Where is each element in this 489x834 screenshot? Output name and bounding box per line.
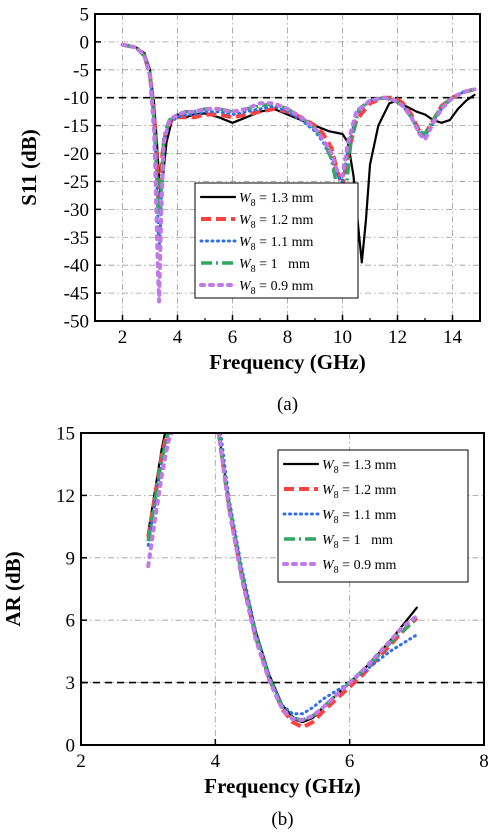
legend-label-1: W8 = 1.3 mm xyxy=(322,458,396,476)
x-tick-label: 6 xyxy=(228,327,238,348)
x-tick-label: 10 xyxy=(333,327,352,348)
legend-label-1: W8 = 1.3 mm xyxy=(239,191,313,209)
legend-label-5: W8 = 0.9 mm xyxy=(239,279,313,297)
legend-label-2: W8 = 1.2 mm xyxy=(239,213,313,231)
legend-label-4: W8 = 1 mm xyxy=(239,257,310,275)
y-tick-label: 0 xyxy=(66,736,76,757)
legend: W8 = 1.3 mm W8 = 1.2 mm W8 = 1.1 mm W8 = 1 … xyxy=(277,449,469,583)
series-line-3 xyxy=(146,433,170,547)
legend-label-4: W8 = 1 mm xyxy=(322,533,393,551)
y-tick-label: -15 xyxy=(64,116,89,137)
series-line-5 xyxy=(216,433,419,722)
y-tick-label: -30 xyxy=(64,200,89,221)
y-tick-label: 15 xyxy=(56,424,75,445)
y-axis-label: S11 (dB) xyxy=(17,129,41,205)
x-axis-label: Frequency (GHz) xyxy=(209,350,366,374)
series-line-3 xyxy=(219,433,419,716)
y-tick-label: -45 xyxy=(64,284,89,305)
y-tick-label: -25 xyxy=(64,172,89,193)
legend-label-3: W8 = 1.1 mm xyxy=(322,508,396,526)
x-axis-label: Frequency (GHz) xyxy=(204,774,361,798)
grid-lines xyxy=(81,433,484,745)
chart-a-s11: 2 4 6 8 10 12 14-50-45-40-35-30-25-20-15-10-50… xyxy=(17,5,481,415)
x-tick-label: 12 xyxy=(388,327,407,348)
y-tick-label: -5 xyxy=(73,60,89,81)
y-tick-label: -20 xyxy=(64,144,89,165)
legend: W8 = 1.3 mm W8 = 1.2 mm W8 = 1.1 mm W8 = 1 … xyxy=(194,182,359,299)
x-tick-label: 4 xyxy=(173,327,183,348)
chart-b-ar: 2 4 6 8 0 3 6 9 12 15 Frequency (GHz) AR (dB) (b) W8 … xyxy=(1,424,489,831)
y-tick-label: 6 xyxy=(66,611,76,632)
legend-label-3: W8 = 1.1 mm xyxy=(239,235,313,253)
x-tick-label: 4 xyxy=(211,751,221,772)
y-tick-label: -50 xyxy=(64,312,89,333)
y-tick-label: 5 xyxy=(80,5,90,26)
y-axis-label: AR (dB) xyxy=(1,551,25,626)
caption: (a) xyxy=(277,394,298,415)
legend-label-5: W8 = 0.9 mm xyxy=(322,558,396,576)
caption: (b) xyxy=(271,809,293,830)
plot-frame xyxy=(80,432,485,746)
series-group xyxy=(120,42,477,304)
y-tick-label: -35 xyxy=(64,228,89,249)
y-tick-label: 12 xyxy=(56,486,75,507)
y-tick-label: -40 xyxy=(64,256,89,277)
x-tick-label: 8 xyxy=(283,327,293,348)
x-tick-label: 2 xyxy=(118,327,128,348)
legend-label-2: W8 = 1.2 mm xyxy=(322,483,396,501)
x-tick-label: 2 xyxy=(76,751,86,772)
y-tick-label: 0 xyxy=(80,32,90,53)
legend-box xyxy=(277,449,469,583)
x-tick-label: 8 xyxy=(479,751,489,772)
x-tick-label: 14 xyxy=(443,327,463,348)
y-tick-label: 3 xyxy=(66,673,76,694)
y-tick-label: 9 xyxy=(66,548,76,569)
series-line-5 xyxy=(120,42,477,304)
series-line-5 xyxy=(146,433,174,569)
y-tick-label: -10 xyxy=(64,88,89,109)
x-tick-label: 6 xyxy=(345,751,355,772)
series-group xyxy=(146,433,419,730)
series-line-2 xyxy=(122,42,475,201)
